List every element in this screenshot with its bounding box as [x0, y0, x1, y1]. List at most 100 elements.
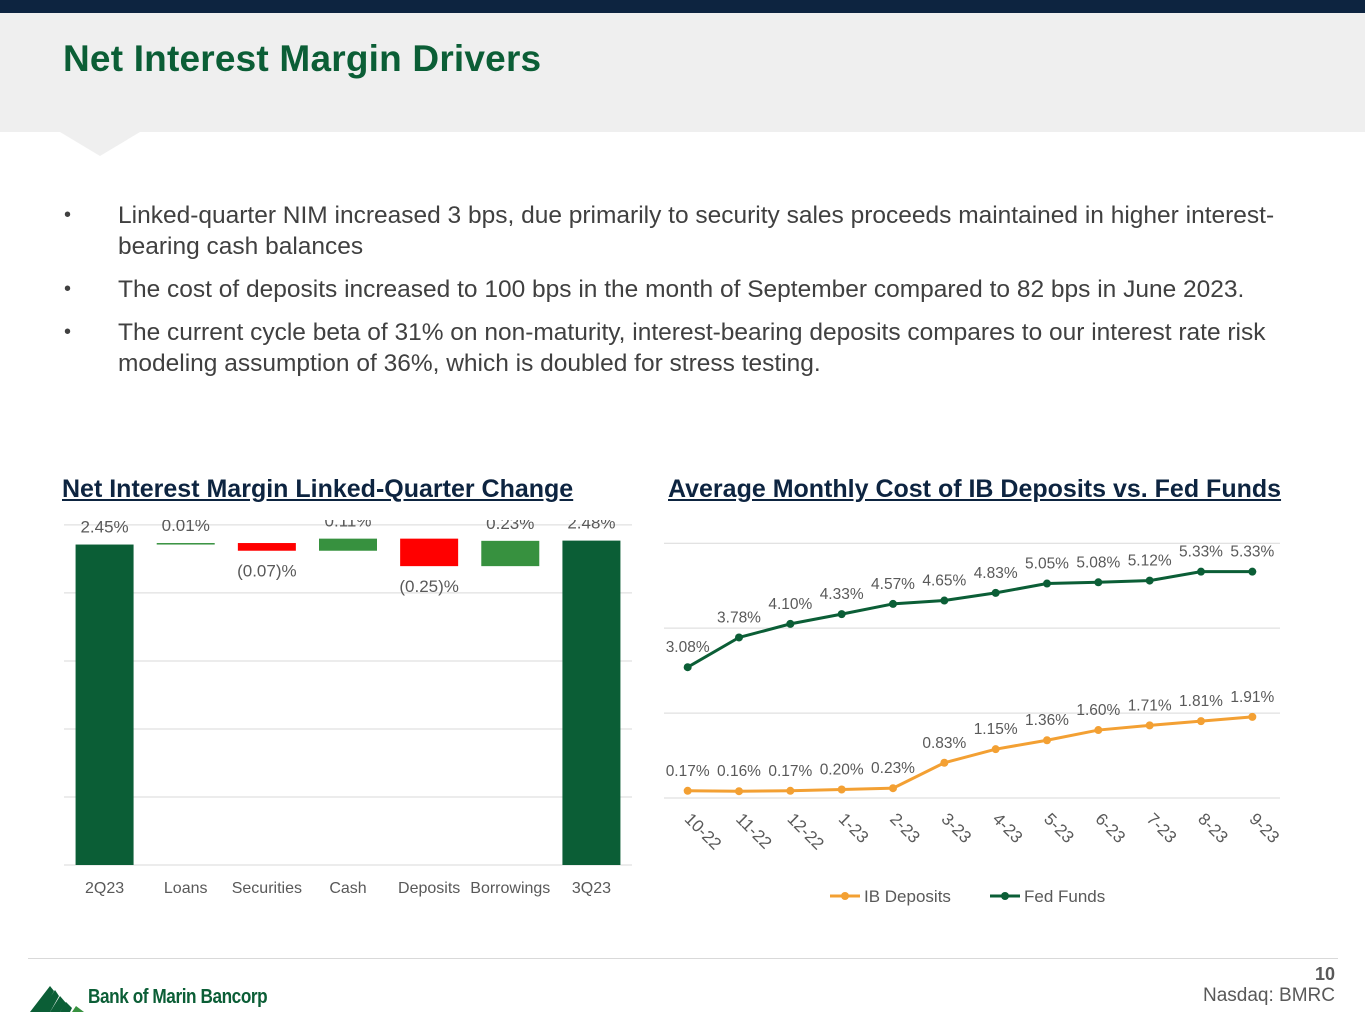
- data-label: 0.23%: [486, 520, 534, 533]
- data-label: 3.08%: [666, 639, 710, 656]
- data-label: 5.05%: [1025, 556, 1069, 573]
- data-point: [1094, 726, 1103, 735]
- data-label: 1.60%: [1076, 702, 1120, 719]
- x-tick-label: 2-23: [886, 809, 923, 846]
- data-label: 0.23%: [871, 760, 915, 777]
- data-label: (0.25)%: [399, 577, 459, 596]
- company-name: Bank of Marin Bancorp: [88, 986, 268, 1008]
- bullet-text: The cost of deposits increased to 100 bp…: [118, 276, 1245, 303]
- waterfall-bar-deposits: [400, 538, 459, 567]
- bullet-item: • Linked-quarter NIM increased 3 bps, due…: [62, 200, 1292, 262]
- data-label: 4.57%: [871, 576, 915, 593]
- x-tick-label: 6-23: [1092, 809, 1129, 846]
- data-label: 5.33%: [1179, 544, 1223, 561]
- waterfall-bar-2q23: [75, 544, 134, 865]
- waterfall-chart: 2.45% 2Q23 0.01% Loans (0.07)% Securities 0.11…: [64, 520, 632, 897]
- data-point: [991, 588, 1000, 597]
- data-point: [786, 619, 795, 628]
- line-chart-title: Average Monthly Cost of IB Deposits vs. …: [668, 475, 1282, 503]
- x-tick-label: 5-23: [1040, 809, 1077, 846]
- x-tick-label: 2Q23: [85, 880, 124, 897]
- x-tick-label: Securities: [232, 880, 302, 897]
- data-label: 5.33%: [1230, 544, 1274, 561]
- data-point: [1197, 717, 1205, 726]
- data-point: [940, 596, 949, 605]
- data-label: 3.78%: [717, 609, 761, 626]
- data-label: 1.36%: [1025, 712, 1069, 729]
- page-number: 10: [1314, 964, 1335, 984]
- ticker-label: Nasdaq: BMRC: [1203, 985, 1335, 1006]
- bullet-marker: •: [64, 278, 72, 300]
- bullet-item: • The cost of deposits increased to 100 b…: [62, 274, 1292, 305]
- data-label: 1.81%: [1179, 693, 1223, 710]
- x-tick-label: Loans: [164, 880, 208, 897]
- data-label: 4.10%: [768, 596, 812, 613]
- bullet-text: Linked-quarter NIM increased 3 bps, due …: [118, 202, 1275, 260]
- data-point: [683, 663, 692, 672]
- data-point: [1197, 567, 1205, 576]
- x-tick-label: 4-23: [989, 809, 1026, 846]
- data-label: 1.15%: [974, 721, 1018, 738]
- x-tick-label: 10-22: [681, 809, 725, 853]
- data-label: 0.17%: [666, 763, 710, 780]
- waterfall-bar-borrowings: [481, 540, 540, 567]
- data-point: [786, 786, 795, 795]
- data-label: 4.83%: [974, 565, 1018, 582]
- data-point: [1145, 721, 1154, 730]
- data-point: [991, 745, 1000, 754]
- x-tick-label: 3Q23: [572, 880, 611, 897]
- legend-label: Fed Funds: [1024, 887, 1105, 906]
- waterfall-bar-securities: [237, 543, 296, 551]
- data-point: [837, 610, 846, 619]
- waterfall-bar-3q23: [562, 540, 621, 865]
- line-chart: 0.17% 0.16% 0.17% 0.20% 0.23% 0.83% 1.15% 1.36%…: [664, 542, 1283, 906]
- x-tick-label: Cash: [329, 880, 366, 897]
- data-point: [889, 784, 897, 793]
- data-label: 1.91%: [1230, 689, 1274, 706]
- x-tick-label: 11-22: [732, 809, 775, 852]
- x-tick-label: 3-23: [938, 809, 975, 846]
- data-label: 0.20%: [820, 762, 864, 779]
- bullet-text: The current cycle beta of 31% on non-mat…: [118, 319, 1266, 377]
- data-label: 4.65%: [922, 573, 966, 590]
- series-line-fed-funds: [686, 570, 1253, 669]
- data-point: [735, 633, 743, 642]
- data-point: [1248, 712, 1257, 721]
- page-title: Net Interest Margin Drivers: [63, 38, 542, 79]
- x-tick-label: 12-22: [784, 809, 828, 853]
- x-tick-label: 8-23: [1194, 809, 1231, 846]
- bank-logo-icon: [30, 986, 84, 1012]
- data-label: 2.48%: [567, 520, 615, 533]
- header-notch: [60, 132, 140, 156]
- waterfall-chart-title: Net Interest Margin Linked-Quarter Chang…: [62, 475, 574, 503]
- x-tick-label: Deposits: [398, 880, 460, 897]
- data-point: [1043, 579, 1051, 588]
- x-tick-label: 7-23: [1143, 809, 1180, 846]
- data-point: [735, 787, 743, 796]
- data-label: 0.01%: [162, 520, 210, 535]
- top-bar: [0, 0, 1365, 13]
- bullet-marker: •: [64, 321, 72, 343]
- bullet-marker: •: [64, 204, 72, 226]
- data-point: [1145, 576, 1154, 585]
- data-point: [1094, 578, 1103, 587]
- data-label: 1.71%: [1128, 697, 1172, 714]
- x-tick-label: Borrowings: [470, 880, 550, 897]
- legend-marker: [1001, 892, 1009, 900]
- x-tick-label: 9-23: [1246, 809, 1283, 846]
- x-tick-label: 1-23: [835, 809, 872, 846]
- data-point: [940, 758, 949, 767]
- data-label: 0.11%: [325, 520, 372, 531]
- header-band: [0, 13, 1365, 132]
- data-label: (0.07)%: [237, 562, 297, 581]
- data-label: 5.08%: [1076, 554, 1120, 571]
- data-label: 0.17%: [768, 763, 812, 780]
- data-point: [889, 599, 897, 608]
- data-label: 0.16%: [717, 763, 761, 780]
- data-point: [683, 786, 692, 795]
- data-label: 4.33%: [820, 586, 864, 603]
- data-point: [1043, 736, 1051, 745]
- data-label: 2.45%: [80, 520, 128, 537]
- legend-marker: [841, 892, 849, 900]
- data-point: [1248, 567, 1257, 576]
